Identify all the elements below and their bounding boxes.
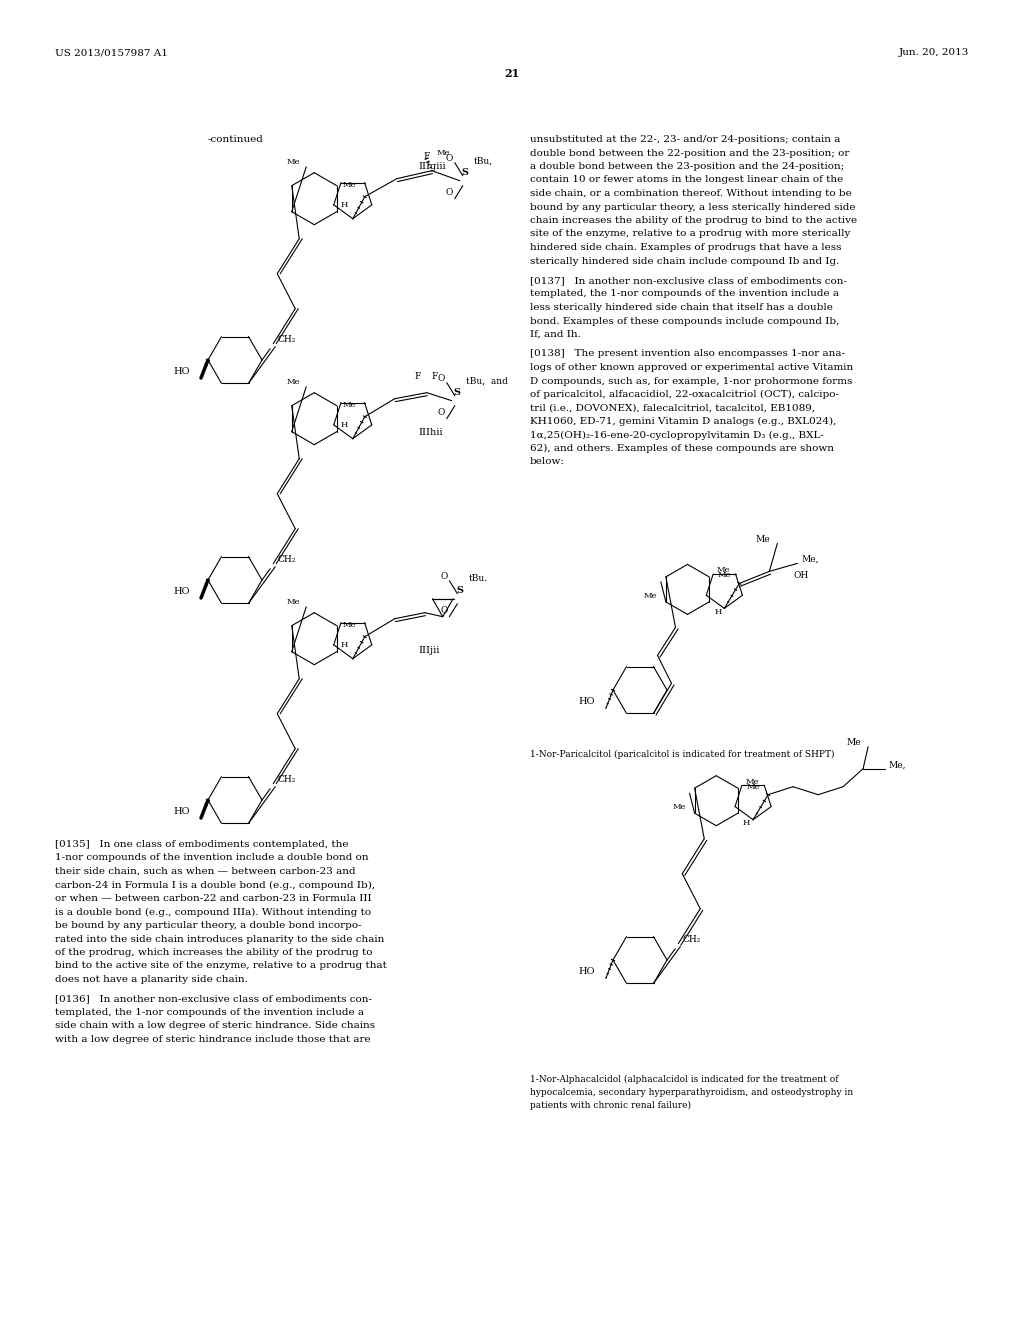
Text: S: S: [457, 586, 464, 595]
Text: CH₂: CH₂: [278, 556, 296, 564]
Text: be bound by any particular theory, a double bond incorpo-: be bound by any particular theory, a dou…: [55, 921, 361, 931]
Text: tril (i.e., DOVONEX), falecalcitriol, tacalcitol, EB1089,: tril (i.e., DOVONEX), falecalcitriol, ta…: [530, 404, 815, 412]
Text: S: S: [454, 388, 461, 397]
Text: S: S: [462, 168, 469, 177]
Text: -continued: -continued: [207, 135, 263, 144]
Text: of paricalcitol, alfacacidiol, 22-oxacalcitriol (OCT), calcipo-: of paricalcitol, alfacacidiol, 22-oxacal…: [530, 389, 839, 399]
Text: CH₂: CH₂: [278, 335, 296, 345]
Text: bound by any particular theory, a less sterically hindered side: bound by any particular theory, a less s…: [530, 202, 855, 211]
Text: or when — between carbon-22 and carbon-23 in Formula III: or when — between carbon-22 and carbon-2…: [55, 894, 372, 903]
Text: 1-Nor-Paricalcitol (paricalcitol is indicated for treatment of SHPT): 1-Nor-Paricalcitol (paricalcitol is indi…: [530, 750, 835, 759]
Text: hindered side chain. Examples of prodrugs that have a less: hindered side chain. Examples of prodrug…: [530, 243, 842, 252]
Text: HO: HO: [578, 697, 595, 706]
Text: logs of other known approved or experimental active Vitamin: logs of other known approved or experime…: [530, 363, 853, 372]
Text: side chain, or a combination thereof. Without intending to be: side chain, or a combination thereof. Wi…: [530, 189, 852, 198]
Text: Me: Me: [343, 181, 356, 189]
Text: Me: Me: [437, 149, 451, 157]
Text: 1α,25(OH)₂-16-ene-20-cyclopropylvitamin D₃ (e.g., BXL-: 1α,25(OH)₂-16-ene-20-cyclopropylvitamin …: [530, 430, 824, 440]
Text: Me: Me: [673, 803, 686, 812]
Text: rated into the side chain introduces planarity to the side chain: rated into the side chain introduces pla…: [55, 935, 384, 944]
Text: site of the enzyme, relative to a prodrug with more sterically: site of the enzyme, relative to a prodru…: [530, 230, 850, 239]
Text: Jun. 20, 2013: Jun. 20, 2013: [899, 48, 969, 57]
Text: [0135]   In one class of embodiments contemplated, the: [0135] In one class of embodiments conte…: [55, 840, 348, 849]
Text: hypocalcemia, secondary hyperparathyroidism, and osteodystrophy in: hypocalcemia, secondary hyperparathyroid…: [530, 1088, 853, 1097]
Text: Me: Me: [846, 738, 861, 747]
Text: Me: Me: [745, 777, 759, 785]
Text: H: H: [742, 820, 751, 828]
Text: Me: Me: [746, 783, 760, 791]
Text: less sterically hindered side chain that itself has a double: less sterically hindered side chain that…: [530, 304, 833, 312]
Text: Me: Me: [756, 535, 770, 544]
Text: If, and Ih.: If, and Ih.: [530, 330, 581, 339]
Text: their side chain, such as when — between carbon-23 and: their side chain, such as when — between…: [55, 867, 355, 876]
Text: tBu.: tBu.: [468, 574, 487, 583]
Text: Me: Me: [718, 572, 731, 579]
Text: Me,: Me,: [888, 760, 905, 770]
Text: tBu,: tBu,: [474, 156, 493, 165]
Text: 21: 21: [505, 69, 519, 79]
Text: O: O: [440, 572, 447, 581]
Text: Me: Me: [287, 157, 300, 166]
Text: US 2013/0157987 A1: US 2013/0157987 A1: [55, 48, 168, 57]
Text: Me: Me: [287, 598, 300, 606]
Text: H: H: [341, 421, 348, 429]
Text: H: H: [341, 642, 348, 649]
Text: H: H: [714, 609, 722, 616]
Text: a double bond between the 23-position and the 24-position;: a double bond between the 23-position an…: [530, 162, 844, 172]
Text: bind to the active site of the enzyme, relative to a prodrug that: bind to the active site of the enzyme, r…: [55, 961, 387, 970]
Text: below:: below:: [530, 458, 565, 466]
Text: D compounds, such as, for example, 1-nor prohormone forms: D compounds, such as, for example, 1-nor…: [530, 376, 852, 385]
Text: IIIhii: IIIhii: [418, 428, 442, 437]
Text: 1-nor compounds of the invention include a double bond on: 1-nor compounds of the invention include…: [55, 854, 369, 862]
Text: IIIgiii: IIIgiii: [418, 162, 445, 172]
Text: unsubstituted at the 22-, 23- and/or 24-positions; contain a: unsubstituted at the 22-, 23- and/or 24-…: [530, 135, 841, 144]
Text: F: F: [432, 372, 438, 381]
Text: KH1060, ED-71, gemini Vitamin D analogs (e.g., BXL024),: KH1060, ED-71, gemini Vitamin D analogs …: [530, 417, 837, 426]
Text: H: H: [341, 201, 348, 209]
Text: carbon-24 in Formula I is a double bond (e.g., compound Ib),: carbon-24 in Formula I is a double bond …: [55, 880, 375, 890]
Text: HO: HO: [173, 808, 189, 817]
Text: Me,: Me,: [802, 554, 819, 564]
Text: F: F: [415, 372, 421, 381]
Text: of the prodrug, which increases the ability of the prodrug to: of the prodrug, which increases the abil…: [55, 948, 373, 957]
Text: is a double bond (e.g., compound IIIa). Without intending to: is a double bond (e.g., compound IIIa). …: [55, 908, 371, 916]
Text: 62), and others. Examples of these compounds are shown: 62), and others. Examples of these compo…: [530, 444, 834, 453]
Text: O: O: [445, 154, 454, 164]
Text: O: O: [445, 189, 454, 197]
Text: HO: HO: [173, 587, 189, 597]
Text: chain increases the ability of the prodrug to bind to the active: chain increases the ability of the prodr…: [530, 216, 857, 224]
Text: with a low degree of steric hindrance include those that are: with a low degree of steric hindrance in…: [55, 1035, 371, 1044]
Text: tBu,  and: tBu, and: [466, 376, 508, 385]
Text: O: O: [440, 606, 447, 615]
Text: templated, the 1-nor compounds of the invention include a: templated, the 1-nor compounds of the in…: [530, 289, 839, 298]
Text: IIIjii: IIIjii: [418, 645, 439, 655]
Text: [0137]   In another non-exclusive class of embodiments con-: [0137] In another non-exclusive class of…: [530, 276, 847, 285]
Text: patients with chronic renal failure): patients with chronic renal failure): [530, 1101, 691, 1110]
Text: 1-Nor-Alphacalcidol (alphacalcidol is indicated for the treatment of: 1-Nor-Alphacalcidol (alphacalcidol is in…: [530, 1074, 839, 1084]
Text: HO: HO: [578, 968, 595, 977]
Text: HO: HO: [173, 367, 189, 376]
Text: [0136]   In another non-exclusive class of embodiments con-: [0136] In another non-exclusive class of…: [55, 994, 372, 1003]
Text: side chain with a low degree of steric hindrance. Side chains: side chain with a low degree of steric h…: [55, 1022, 375, 1031]
Text: Me: Me: [343, 620, 356, 628]
Text: O: O: [438, 408, 445, 417]
Text: bond. Examples of these compounds include compound Ib,: bond. Examples of these compounds includ…: [530, 317, 840, 326]
Text: sterically hindered side chain include compound Ib and Ig.: sterically hindered side chain include c…: [530, 256, 840, 265]
Text: CH₂: CH₂: [278, 775, 296, 784]
Text: Me: Me: [717, 566, 730, 574]
Text: does not have a planarity side chain.: does not have a planarity side chain.: [55, 975, 248, 983]
Text: O: O: [438, 374, 445, 383]
Text: CH₂: CH₂: [682, 935, 700, 944]
Text: [0138]   The present invention also encompasses 1-nor ana-: [0138] The present invention also encomp…: [530, 350, 845, 359]
Text: Me: Me: [343, 401, 356, 409]
Text: double bond between the 22-position and the 23-position; or: double bond between the 22-position and …: [530, 149, 849, 157]
Text: F: F: [424, 152, 430, 161]
Text: OH: OH: [794, 570, 809, 579]
Text: Me: Me: [644, 591, 657, 599]
Text: templated, the 1-nor compounds of the invention include a: templated, the 1-nor compounds of the in…: [55, 1008, 364, 1016]
Text: contain 10 or fewer atoms in the longest linear chain of the: contain 10 or fewer atoms in the longest…: [530, 176, 843, 185]
Text: Me: Me: [287, 378, 300, 385]
